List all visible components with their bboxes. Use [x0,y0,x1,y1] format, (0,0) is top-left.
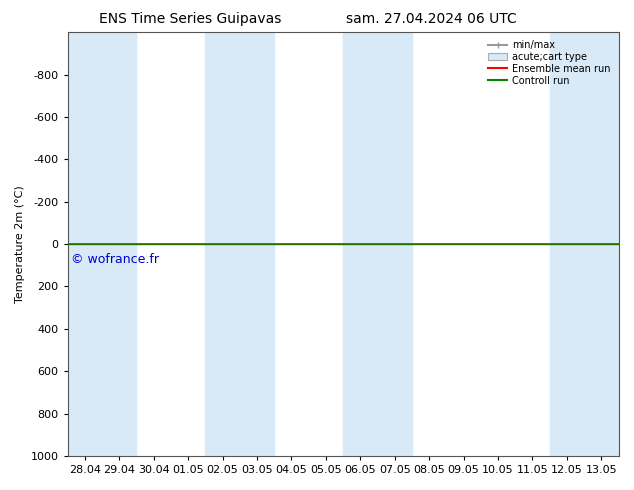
Text: © wofrance.fr: © wofrance.fr [71,252,159,266]
Bar [343,32,412,456]
Bar [68,32,136,456]
Text: ENS Time Series Guipavas: ENS Time Series Guipavas [99,12,281,26]
Text: sam. 27.04.2024 06 UTC: sam. 27.04.2024 06 UTC [346,12,517,26]
Y-axis label: Temperature 2m (°C): Temperature 2m (°C) [15,185,25,303]
Bar [550,32,619,456]
Legend: min/max, acute;cart type, Ensemble mean run, Controll run: min/max, acute;cart type, Ensemble mean … [485,37,614,89]
Bar [205,32,274,456]
